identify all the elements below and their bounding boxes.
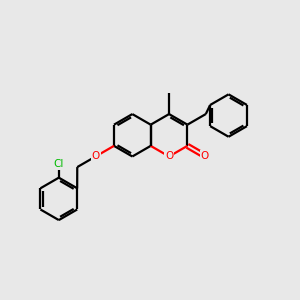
Text: O: O [165, 152, 173, 161]
Text: O: O [201, 151, 209, 161]
Text: O: O [92, 152, 100, 161]
Text: Cl: Cl [54, 159, 64, 169]
